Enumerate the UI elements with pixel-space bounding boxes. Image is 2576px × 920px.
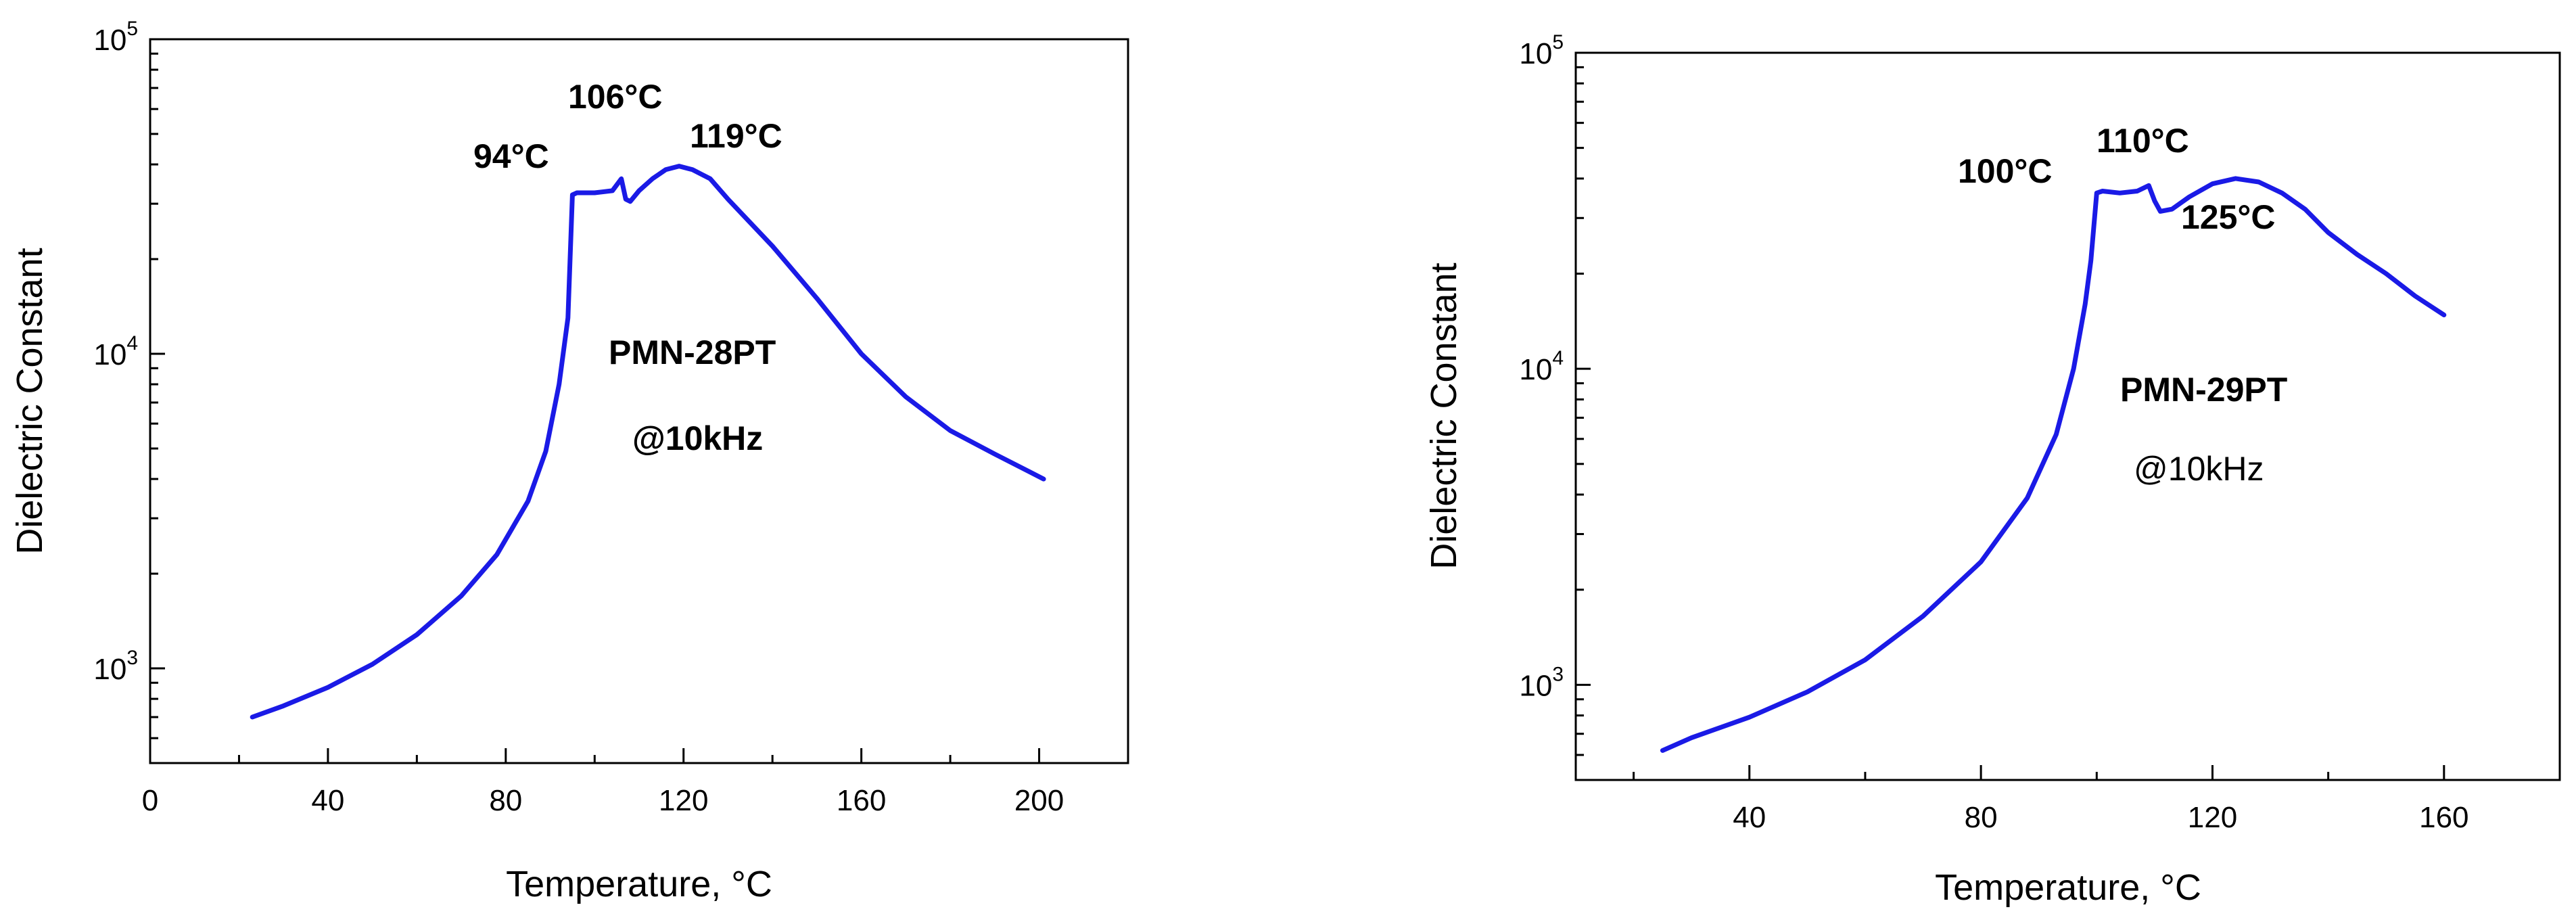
annotation-106c: 106°C xyxy=(568,78,663,116)
axis-tick-labels: 40 80 120 160 103 104 105 xyxy=(1519,31,2468,834)
frequency-label: @10kHz xyxy=(632,419,763,457)
x-tick-label: 200 xyxy=(1014,784,1064,817)
annotation-110c: 110°C xyxy=(2097,122,2189,160)
axis-ticks xyxy=(1576,51,2561,781)
x-tick-label: 120 xyxy=(659,784,708,817)
axis-tick-labels: 0 40 80 120 160 200 103 104 105 xyxy=(93,18,1064,817)
composition-label: PMN-28PT xyxy=(609,334,776,371)
series-line xyxy=(250,164,1046,720)
annotation-125c: 125°C xyxy=(2181,198,2276,236)
y-tick-label: 103 xyxy=(93,647,138,686)
annotation-119c: 119°C xyxy=(690,117,782,155)
y-tick-label: 105 xyxy=(1519,31,1564,70)
annotation-94c: 94°C xyxy=(473,137,549,175)
series-line xyxy=(1660,176,2447,753)
x-axis-title: Temperature, °C xyxy=(506,864,772,904)
composition-label: PMN-29PT xyxy=(2120,371,2287,409)
frequency-label: @10kHz xyxy=(2134,450,2264,488)
x-axis-title: Temperature, °C xyxy=(1935,867,2201,908)
chart-pmn-29pt: 40 80 120 160 103 104 105 Temperature, °C Diel… xyxy=(1424,31,2561,908)
y-tick-label: 104 xyxy=(1519,347,1564,386)
x-tick-label: 0 xyxy=(142,784,158,817)
x-tick-label: 80 xyxy=(489,784,522,817)
x-tick-label: 80 xyxy=(1965,801,1998,834)
x-tick-label: 160 xyxy=(2419,801,2468,834)
y-tick-label: 105 xyxy=(93,18,138,57)
y-axis-title: Dielectric Constant xyxy=(1424,262,1464,569)
plot-frame xyxy=(1574,51,2561,781)
x-tick-label: 40 xyxy=(311,784,344,817)
y-tick-label: 103 xyxy=(1519,663,1564,702)
x-tick-label: 160 xyxy=(837,784,886,817)
y-axis-title: Dielectric Constant xyxy=(9,248,50,554)
plot-frame xyxy=(149,38,1129,764)
y-tick-label: 104 xyxy=(93,332,138,371)
axis-ticks xyxy=(149,38,1129,764)
x-tick-label: 40 xyxy=(1733,801,1766,834)
annotation-100c: 100°C xyxy=(1958,152,2053,190)
x-tick-label: 120 xyxy=(2188,801,2237,834)
